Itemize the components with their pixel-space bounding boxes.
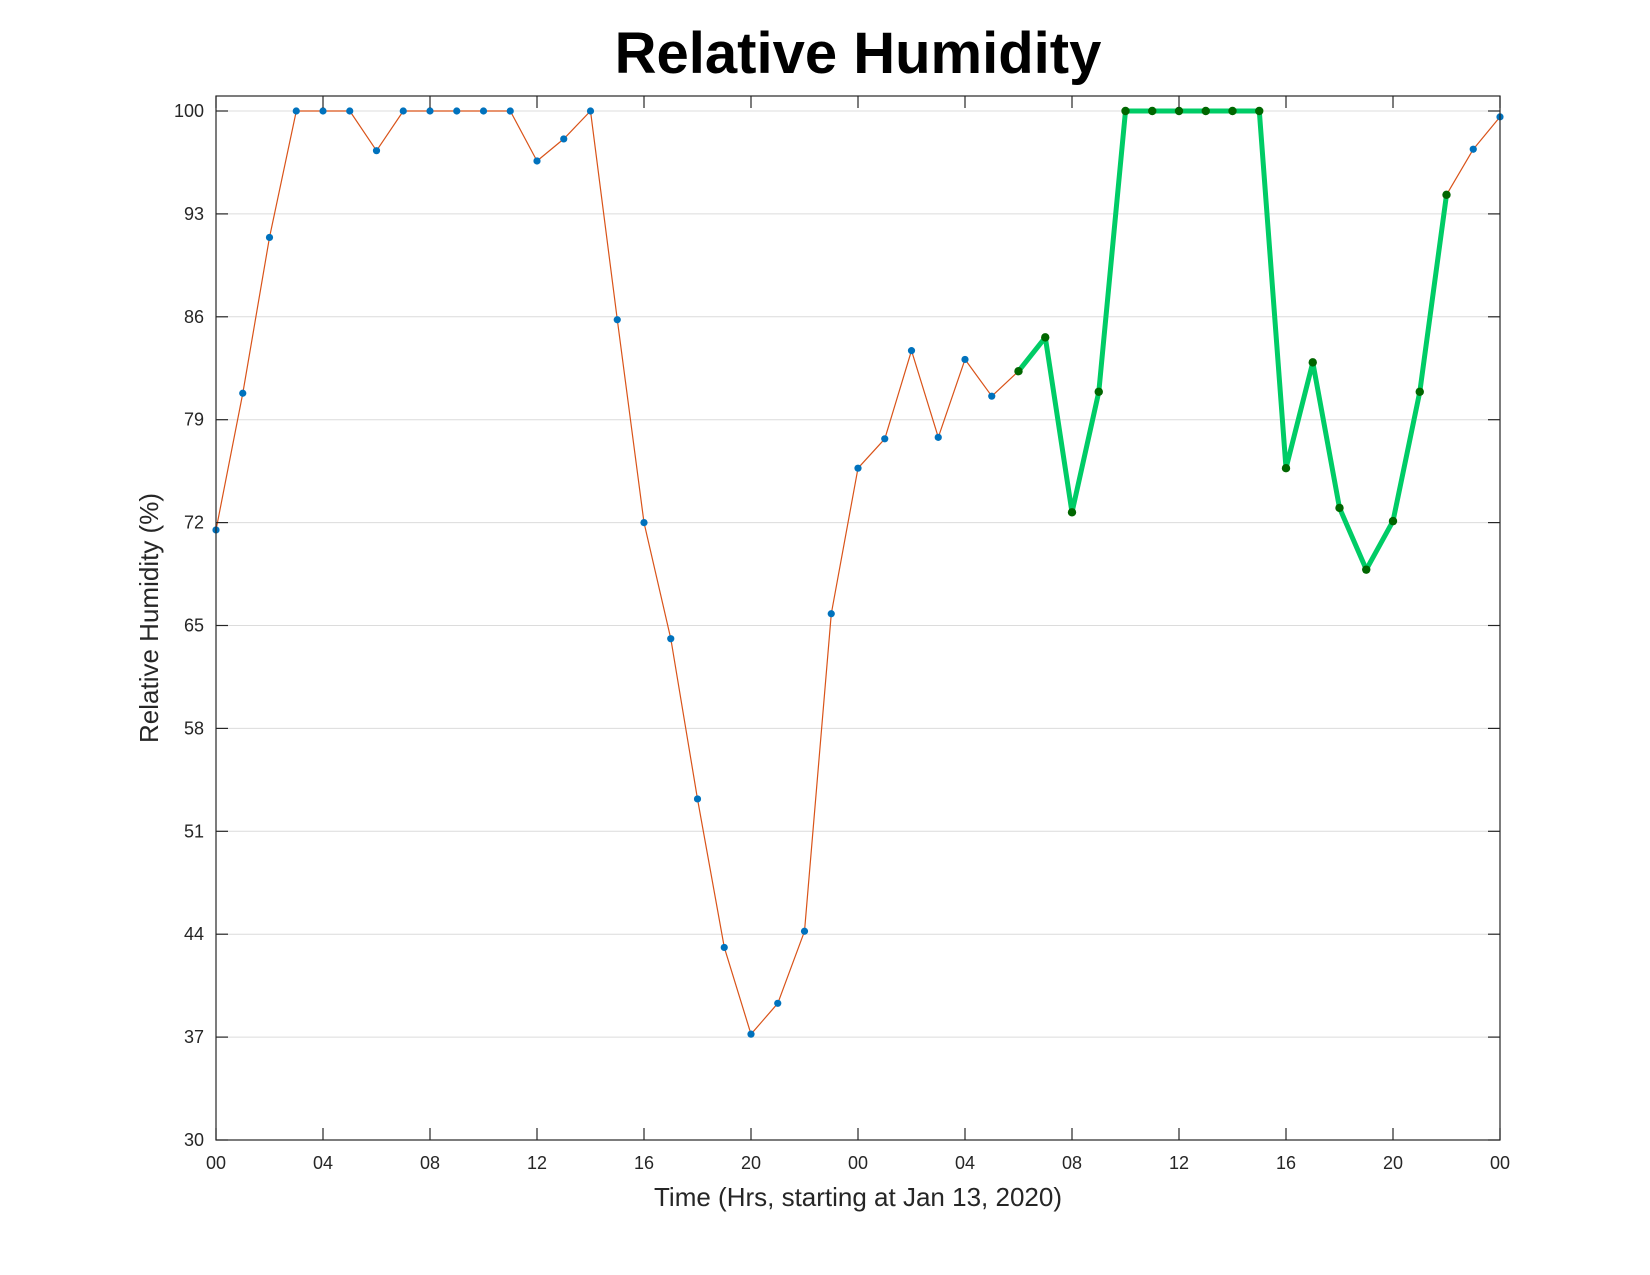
y-tick-label: 93 [184, 204, 204, 224]
humidity-data-point [586, 107, 595, 115]
y-tick-label: 58 [184, 718, 204, 738]
highlight-data-point [1415, 387, 1424, 396]
humidity-data-point [239, 389, 247, 397]
highlight-data-point [1308, 358, 1317, 367]
humidity-data-point [667, 635, 675, 643]
humidity-data-point [988, 392, 996, 400]
chart-title: Relative Humidity [615, 21, 1102, 86]
highlight-data-point [1067, 508, 1077, 517]
humidity-data-point [720, 943, 728, 952]
x-tick-label: 16 [1276, 1153, 1296, 1173]
humidity-data-point [319, 107, 327, 115]
humidity-data-point [533, 157, 541, 165]
x-tick-label: 16 [634, 1153, 654, 1173]
highlight-data-point [1014, 366, 1023, 376]
x-tick-label: 04 [955, 1153, 975, 1173]
highlight-series-line [1016, 108, 1449, 573]
y-tick-label: 79 [184, 410, 204, 430]
x-tick-label: 08 [420, 1153, 440, 1173]
humidity-data-point [346, 107, 354, 115]
x-tick-label: 00 [1490, 1153, 1510, 1173]
humidity-data-point [774, 999, 782, 1007]
x-tick-label: 12 [527, 1153, 547, 1173]
humidity-data-point [506, 107, 514, 115]
y-tick-label: 51 [184, 821, 204, 841]
plot-frame [215, 95, 1501, 1141]
highlight-data-point [1148, 106, 1157, 116]
highlight-data-point [1174, 106, 1184, 116]
highlight-data-point [1201, 106, 1210, 116]
x-tick-label: 08 [1062, 1153, 1082, 1173]
humidity-data-point [693, 795, 702, 803]
humidity-data-point [613, 316, 621, 324]
humidity-data-point [426, 107, 434, 115]
data-series [212, 106, 1504, 1038]
y-tick-label: 86 [184, 307, 204, 327]
humidity-data-point [827, 610, 835, 618]
x-tick-labels: 00 04 08 12 16 20 00 04 08 12 16 20 00 [206, 1153, 1510, 1173]
highlight-data-point [1094, 387, 1103, 396]
highlight-data-point [1041, 333, 1050, 342]
humidity-data-point [1469, 145, 1477, 153]
highlight-data-point [1281, 464, 1291, 473]
y-tick-label: 37 [184, 1027, 204, 1047]
x-tick-label: 00 [206, 1153, 226, 1173]
y-tick-label: 100 [174, 101, 204, 121]
x-tick-label: 00 [848, 1153, 868, 1173]
x-tick-label: 04 [313, 1153, 333, 1173]
grid-lines [216, 110, 1500, 1038]
highlight-data-point [1362, 565, 1371, 574]
highlight-data-point [1335, 503, 1344, 513]
highlight-data-point [1255, 106, 1264, 116]
humidity-data-point [961, 355, 969, 364]
humidity-data-point [881, 435, 889, 443]
y-tick-label: 30 [184, 1130, 204, 1150]
x-tick-label: 12 [1169, 1153, 1189, 1173]
y-axis-label: Relative Humidity (%) [134, 493, 164, 743]
humidity-data-point [479, 107, 488, 115]
humidity-data-point [399, 107, 407, 115]
humidity-data-point [854, 464, 862, 472]
humidity-data-point [800, 927, 809, 935]
highlight-data-point [1228, 106, 1237, 116]
humidity-data-point [747, 1030, 755, 1038]
humidity-data-point [372, 147, 381, 155]
y-tick-label: 72 [184, 513, 204, 533]
highlight-data-point [1388, 516, 1398, 526]
axis-ticks [215, 96, 1501, 1141]
y-tick-label: 65 [184, 616, 204, 636]
humidity-data-point [934, 433, 942, 441]
x-tick-label: 20 [741, 1153, 761, 1173]
humidity-data-point [907, 347, 916, 355]
humidity-data-point [453, 107, 461, 115]
x-axis-label: Time (Hrs, starting at Jan 13, 2020) [654, 1182, 1062, 1212]
highlight-data-point [1442, 190, 1451, 199]
humidity-data-point [265, 233, 274, 242]
y-tick-label: 44 [184, 924, 204, 944]
humidity-data-point [292, 107, 300, 115]
humidity-data-point [640, 519, 648, 527]
y-tick-labels: 30 37 44 51 58 65 72 79 86 93 100 [174, 101, 204, 1150]
humidity-series-line [215, 110, 1501, 1035]
x-tick-label: 20 [1383, 1153, 1403, 1173]
humidity-data-point [560, 135, 568, 143]
highlight-data-point [1121, 106, 1130, 116]
